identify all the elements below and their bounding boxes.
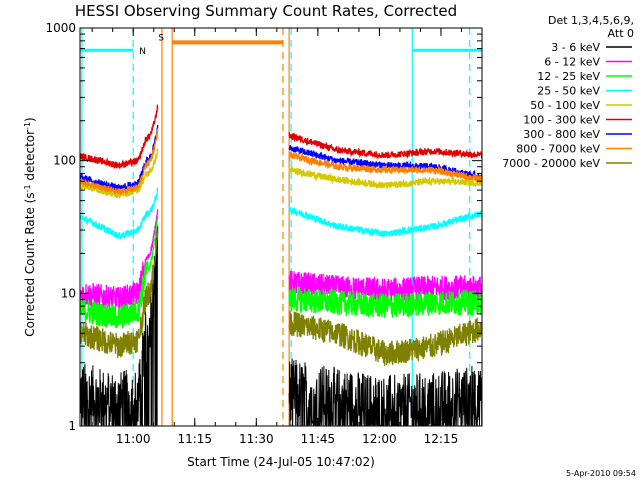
- series-5-seg2: [288, 132, 482, 160]
- legend-label-1: 6 - 12 keV: [544, 56, 600, 69]
- y-axis-label-mid: detector: [23, 130, 37, 185]
- flag-bars: NS: [80, 33, 482, 57]
- series-7-seg2: [288, 151, 482, 183]
- y-axis-label-end: ): [23, 117, 37, 122]
- series-3-seg1: [80, 187, 159, 240]
- night-flag-label: N: [139, 47, 146, 57]
- generation-timestamp: 5-Apr-2010 09:54: [566, 469, 636, 478]
- series-4-seg2: [288, 165, 482, 190]
- legend: Det 1,3,4,5,6,9, Att 0 3 - 6 keV 6 - 12 k…: [502, 14, 634, 170]
- y-tick-label-1: 10: [61, 286, 76, 300]
- y-tick-label-2: 100: [53, 154, 76, 168]
- legend-label-5: 100 - 300 keV: [523, 114, 600, 127]
- series-5-seg1: [80, 104, 159, 170]
- series-2-seg2: [288, 287, 482, 319]
- legend-label-0: 3 - 6 keV: [551, 41, 600, 54]
- legend-header-line2: Att 0: [608, 27, 634, 40]
- y-axis-label-sup1: -1: [23, 184, 32, 192]
- legend-header-line1: Det 1,3,4,5,6,9,: [548, 14, 634, 27]
- chart-title: HESSI Observing Summary Count Rates, Cor…: [75, 2, 457, 20]
- x-tick-label-1: 11:15: [177, 432, 212, 446]
- legend-label-8: 7000 - 20000 keV: [502, 157, 600, 170]
- y-axis-label-sup2: -1: [23, 122, 32, 130]
- y-tick-label-3: 1000: [45, 21, 76, 35]
- series-2-seg1: [80, 214, 159, 329]
- series-3-seg2: [288, 205, 482, 237]
- series-8-seg1: [80, 231, 159, 358]
- series-7-seg1: [80, 128, 159, 196]
- saa-flag-label: S: [158, 33, 164, 43]
- legend-label-4: 50 - 100 keV: [530, 99, 600, 112]
- x-axis-label: Start Time (24-Jul-05 10:47:02): [187, 455, 375, 469]
- y-axis-label: Corrected Count Rate (s-1 detector-1): [23, 117, 38, 336]
- x-tick-label-5: 12:15: [424, 432, 459, 446]
- x-axis-ticks: 11:00 11:15 11:30 11:45 12:00 12:15: [91, 28, 483, 446]
- series-1-seg2: [288, 270, 482, 303]
- legend-label-3: 25 - 50 keV: [537, 85, 600, 98]
- y-axis-ticks: 1 10 100 1000: [45, 21, 482, 433]
- x-tick-label-4: 12:00: [362, 432, 397, 446]
- legend-label-7: 800 - 7000 keV: [516, 143, 600, 156]
- series-lines: [80, 104, 482, 426]
- x-tick-label-3: 11:45: [301, 432, 336, 446]
- series-0-seg2: [288, 358, 482, 426]
- time-markers: [81, 28, 471, 426]
- x-tick-label-0: 11:00: [116, 432, 151, 446]
- y-tick-label-0: 1: [68, 419, 76, 433]
- plot-frame: [79, 27, 483, 427]
- legend-label-2: 12 - 25 keV: [537, 70, 600, 83]
- legend-label-6: 300 - 800 keV: [523, 128, 600, 141]
- y-axis-label-main: Corrected Count Rate (s: [23, 192, 37, 336]
- series-8-seg2: [288, 310, 482, 366]
- series-0-seg1: [80, 220, 159, 426]
- x-tick-label-2: 11:30: [239, 432, 274, 446]
